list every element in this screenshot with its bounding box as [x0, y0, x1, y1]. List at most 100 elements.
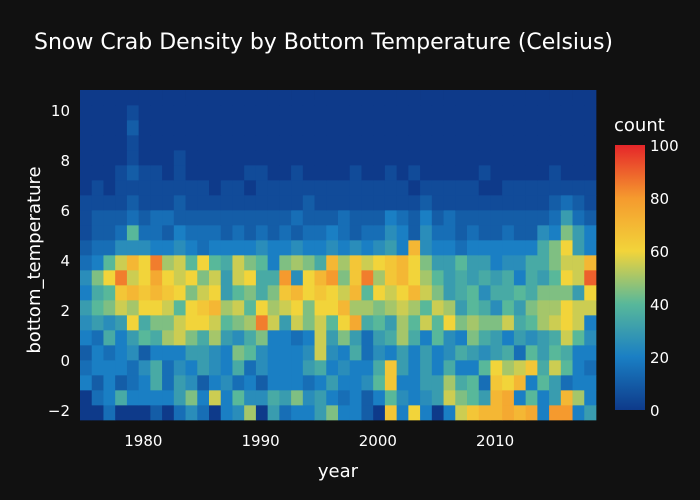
heatmap-cell	[490, 225, 503, 241]
heatmap-cell	[80, 300, 93, 316]
heatmap-cell	[584, 105, 597, 121]
heatmap-cell	[162, 300, 175, 316]
heatmap-cell	[537, 390, 550, 406]
heatmap-cell	[361, 285, 374, 301]
heatmap-cell	[502, 270, 515, 286]
heatmap-cell	[80, 360, 93, 376]
heatmap-cell	[490, 210, 503, 226]
heatmap-cell	[478, 90, 491, 106]
heatmap-cell	[115, 270, 128, 286]
heatmap-cell	[220, 315, 233, 331]
heatmap-cell	[126, 330, 139, 346]
heatmap-cell	[138, 255, 151, 271]
heatmap-cell	[138, 165, 151, 181]
heatmap-cell	[338, 195, 351, 211]
heatmap-cell	[314, 210, 327, 226]
heatmap-cell	[384, 390, 397, 406]
heatmap-cell	[103, 390, 116, 406]
heatmap-cell	[314, 345, 327, 361]
heatmap-cell	[549, 105, 562, 121]
heatmap-cell	[80, 120, 93, 136]
y-tick-label: 0	[60, 352, 70, 370]
heatmap-cell	[361, 105, 374, 121]
heatmap-cell	[302, 105, 315, 121]
heatmap-cell	[349, 405, 362, 421]
heatmap-cell	[209, 330, 222, 346]
heatmap-cell	[502, 405, 515, 421]
heatmap-cell	[173, 405, 186, 421]
heatmap-cell	[255, 255, 268, 271]
heatmap-cell	[173, 285, 186, 301]
heatmap-cell	[126, 360, 139, 376]
heatmap-cell	[326, 120, 339, 136]
heatmap-cell	[431, 255, 444, 271]
heatmap-cell	[490, 300, 503, 316]
heatmap-cell	[162, 315, 175, 331]
heatmap-cell	[361, 225, 374, 241]
heatmap-cell	[103, 405, 116, 421]
heatmap-cell	[443, 315, 456, 331]
heatmap-cell	[126, 90, 139, 106]
heatmap-cell	[408, 150, 421, 166]
heatmap-cell	[220, 405, 233, 421]
heatmap-cell	[420, 210, 433, 226]
heatmap-cell	[443, 225, 456, 241]
heatmap-cell	[384, 360, 397, 376]
heatmap-cell	[150, 315, 163, 331]
heatmap-cell	[115, 240, 128, 256]
heatmap-cell	[115, 210, 128, 226]
heatmap-cell	[279, 300, 292, 316]
heatmap-cell	[267, 345, 280, 361]
heatmap-cell	[162, 270, 175, 286]
heatmap-cell	[467, 390, 480, 406]
heatmap-cell	[291, 90, 304, 106]
heatmap-cell	[185, 270, 198, 286]
heatmap-cell	[162, 135, 175, 151]
heatmap-cell	[244, 360, 257, 376]
heatmap-cell	[408, 390, 421, 406]
heatmap-cell	[302, 285, 315, 301]
heatmap-cell	[513, 360, 526, 376]
heatmap-cell	[291, 360, 304, 376]
heatmap-cell	[232, 345, 245, 361]
heatmap-cell	[349, 315, 362, 331]
heatmap-cell	[349, 150, 362, 166]
heatmap-cell	[232, 270, 245, 286]
heatmap-cell	[384, 285, 397, 301]
heatmap-cell	[91, 240, 104, 256]
heatmap-cell	[244, 135, 257, 151]
heatmap-cell	[513, 240, 526, 256]
heatmap-cell	[185, 300, 198, 316]
heatmap-cell	[537, 330, 550, 346]
heatmap-cell	[255, 195, 268, 211]
heatmap-cell	[209, 195, 222, 211]
heatmap-cell	[326, 405, 339, 421]
heatmap-cell	[150, 195, 163, 211]
heatmap-cell	[115, 120, 128, 136]
heatmap-cell	[103, 330, 116, 346]
heatmap-cell	[255, 390, 268, 406]
heatmap-cell	[502, 225, 515, 241]
heatmap-cell	[185, 120, 198, 136]
heatmap-cell	[244, 345, 257, 361]
heatmap-cell	[115, 180, 128, 196]
heatmap-cell	[443, 360, 456, 376]
heatmap-cell	[384, 375, 397, 391]
heatmap-cell	[537, 285, 550, 301]
heatmap-cell	[373, 285, 386, 301]
heatmap-cell	[455, 255, 468, 271]
heatmap-cell	[80, 225, 93, 241]
heatmap-cell	[138, 180, 151, 196]
heatmap-cell	[502, 165, 515, 181]
heatmap-cell	[525, 210, 538, 226]
heatmap-cell	[267, 105, 280, 121]
heatmap-cell	[209, 240, 222, 256]
heatmap-cell	[525, 240, 538, 256]
heatmap-cell	[408, 330, 421, 346]
heatmap-cell	[162, 390, 175, 406]
heatmap-cell	[91, 345, 104, 361]
heatmap-cell	[478, 330, 491, 346]
heatmap-cell	[197, 360, 210, 376]
heatmap-cell	[162, 240, 175, 256]
heatmap-cell	[302, 210, 315, 226]
